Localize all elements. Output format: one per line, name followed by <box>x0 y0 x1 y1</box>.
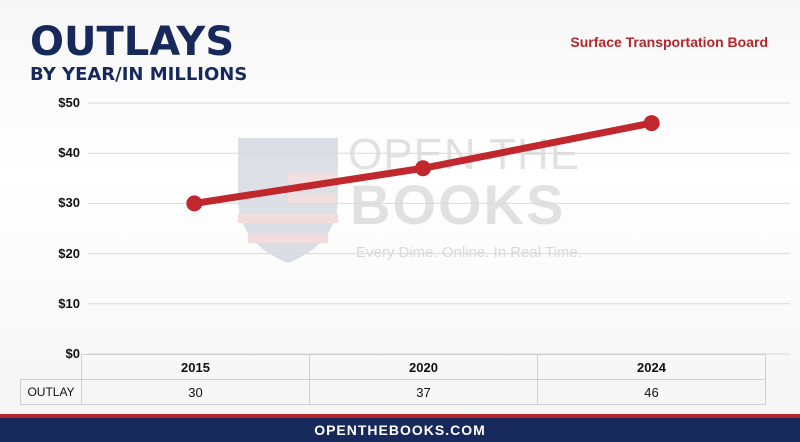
table-year: 2020 <box>309 354 538 380</box>
chart-title: OUTLAYS <box>30 19 235 65</box>
y-tick-label: $30 <box>58 195 80 211</box>
agency-name: Surface Transportation Board <box>570 34 768 50</box>
table-year: 2015 <box>81 354 310 380</box>
y-tick-label: $40 <box>58 145 80 161</box>
data-table: 2015 2020 2024 OUTLAY 30 37 46 <box>20 354 766 405</box>
table-cell: 37 <box>309 379 538 405</box>
shield-logo-watermark <box>238 138 338 263</box>
data-point <box>186 195 203 212</box>
data-point <box>643 115 660 132</box>
table-corner <box>20 354 82 380</box>
table-row: OUTLAY 30 37 46 <box>20 379 766 405</box>
table-cell: 46 <box>537 379 766 405</box>
data-point <box>415 160 431 177</box>
watermark-tagline: Every Dime. Online. In Real Time. <box>356 244 582 261</box>
y-tick-label: $20 <box>58 245 80 261</box>
footer-url[interactable]: OPENTHEBOOKS.COM <box>314 422 486 438</box>
table-row-label: OUTLAY <box>20 379 82 405</box>
watermark-line2: BOOKS <box>350 173 566 236</box>
y-tick-label: $10 <box>58 295 80 311</box>
table-year: 2024 <box>537 354 766 380</box>
y-tick-label: $50 <box>58 95 80 110</box>
table-cell: 30 <box>81 379 310 405</box>
chart-subtitle: BY YEAR/IN MILLIONS <box>30 64 248 85</box>
table-header-row: 2015 2020 2024 <box>20 354 766 380</box>
footer-bar: OPENTHEBOOKS.COM <box>0 414 800 442</box>
